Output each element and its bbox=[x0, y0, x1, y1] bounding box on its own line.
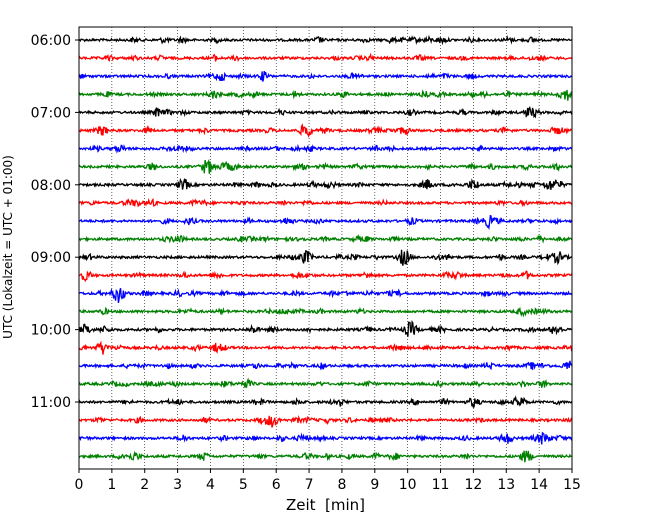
trace-row-13 bbox=[78, 270, 573, 283]
trace-row-10 bbox=[78, 214, 573, 231]
trace-row-6 bbox=[78, 143, 573, 154]
trace-row-21 bbox=[78, 414, 573, 428]
y-axis-label: UTC (Lokalzeit = UTC + 01:00) bbox=[1, 155, 15, 339]
y-tick-label-3: 09:00 bbox=[31, 250, 71, 266]
trace-row-12 bbox=[78, 249, 573, 266]
trace-row-9 bbox=[78, 197, 573, 208]
trace-row-2 bbox=[78, 70, 573, 82]
trace-row-20 bbox=[78, 395, 573, 409]
x-tick-label-15: 15 bbox=[563, 477, 581, 493]
x-tick-label-0: 0 bbox=[75, 477, 84, 493]
trace-row-15 bbox=[78, 306, 573, 318]
x-tick-label-7: 7 bbox=[305, 477, 314, 493]
trace-row-4 bbox=[78, 106, 573, 119]
trace-row-17 bbox=[78, 340, 573, 355]
x-tick-label-5: 5 bbox=[239, 477, 248, 493]
y-tick-label-1: 07:00 bbox=[31, 105, 71, 121]
seismogram-traces bbox=[78, 34, 573, 463]
y-tick-label-5: 11:00 bbox=[31, 395, 71, 411]
x-tick-label-13: 13 bbox=[497, 477, 515, 493]
trace-row-19 bbox=[78, 377, 573, 389]
x-axis-label: Zeit [min] bbox=[286, 496, 365, 514]
trace-row-14 bbox=[78, 287, 573, 304]
trace-row-5 bbox=[78, 123, 573, 139]
x-tick-label-10: 10 bbox=[399, 477, 417, 493]
x-tick-label-2: 2 bbox=[140, 477, 149, 493]
y-tick-label-2: 08:00 bbox=[31, 178, 71, 194]
x-tick-label-9: 9 bbox=[370, 477, 379, 493]
trace-row-11 bbox=[78, 234, 573, 244]
x-tick-label-4: 4 bbox=[206, 477, 215, 493]
trace-row-1 bbox=[78, 52, 573, 63]
trace-row-18 bbox=[78, 360, 573, 371]
trace-row-22 bbox=[78, 431, 573, 445]
x-tick-label-12: 12 bbox=[464, 477, 482, 493]
trace-row-3 bbox=[78, 89, 573, 101]
x-tick-label-6: 6 bbox=[272, 477, 281, 493]
x-axis-ticks: 0 1 2 3 4 5 6 7 8 9 10 11 12 13 14 15 bbox=[75, 469, 581, 493]
trace-row-7 bbox=[78, 158, 573, 174]
x-tick-label-3: 3 bbox=[173, 477, 182, 493]
x-tick-label-14: 14 bbox=[530, 477, 548, 493]
y-tick-label-0: 06:00 bbox=[31, 33, 71, 49]
trace-row-0 bbox=[78, 34, 573, 46]
trace-row-16 bbox=[78, 320, 573, 337]
x-tick-label-8: 8 bbox=[337, 477, 346, 493]
y-tick-label-4: 10:00 bbox=[31, 323, 71, 339]
x-tick-label-1: 1 bbox=[107, 477, 116, 493]
plot-frame bbox=[78, 26, 573, 470]
y-axis-ticks: 06:00 07:00 08:00 09:00 10:00 11:00 bbox=[31, 33, 79, 411]
x-tick-label-11: 11 bbox=[432, 477, 450, 493]
trace-row-8 bbox=[78, 177, 573, 190]
trace-row-23 bbox=[78, 450, 573, 463]
